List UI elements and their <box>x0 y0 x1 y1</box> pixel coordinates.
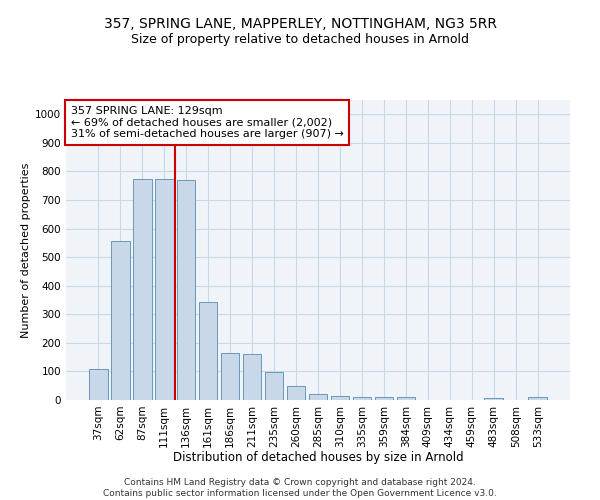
Text: Contains HM Land Registry data © Crown copyright and database right 2024.
Contai: Contains HM Land Registry data © Crown c… <box>103 478 497 498</box>
Bar <box>221 354 239 400</box>
Bar <box>397 398 415 400</box>
Text: Size of property relative to detached houses in Arnold: Size of property relative to detached ho… <box>131 32 469 46</box>
Y-axis label: Number of detached properties: Number of detached properties <box>21 162 31 338</box>
Bar <box>265 372 283 400</box>
Bar <box>308 394 328 400</box>
Text: 357 SPRING LANE: 129sqm
← 69% of detached houses are smaller (2,002)
31% of semi: 357 SPRING LANE: 129sqm ← 69% of detache… <box>71 106 344 139</box>
Bar <box>155 178 173 400</box>
Bar <box>111 242 130 400</box>
Bar <box>133 178 152 400</box>
Bar <box>353 397 371 400</box>
Bar <box>177 180 196 400</box>
Bar <box>484 398 503 400</box>
Bar <box>199 302 217 400</box>
Text: 357, SPRING LANE, MAPPERLEY, NOTTINGHAM, NG3 5RR: 357, SPRING LANE, MAPPERLEY, NOTTINGHAM,… <box>104 18 497 32</box>
X-axis label: Distribution of detached houses by size in Arnold: Distribution of detached houses by size … <box>173 451 463 464</box>
Bar <box>529 397 547 400</box>
Bar <box>243 354 262 400</box>
Bar <box>331 396 349 400</box>
Bar <box>287 386 305 400</box>
Bar <box>374 397 393 400</box>
Bar <box>89 368 107 400</box>
